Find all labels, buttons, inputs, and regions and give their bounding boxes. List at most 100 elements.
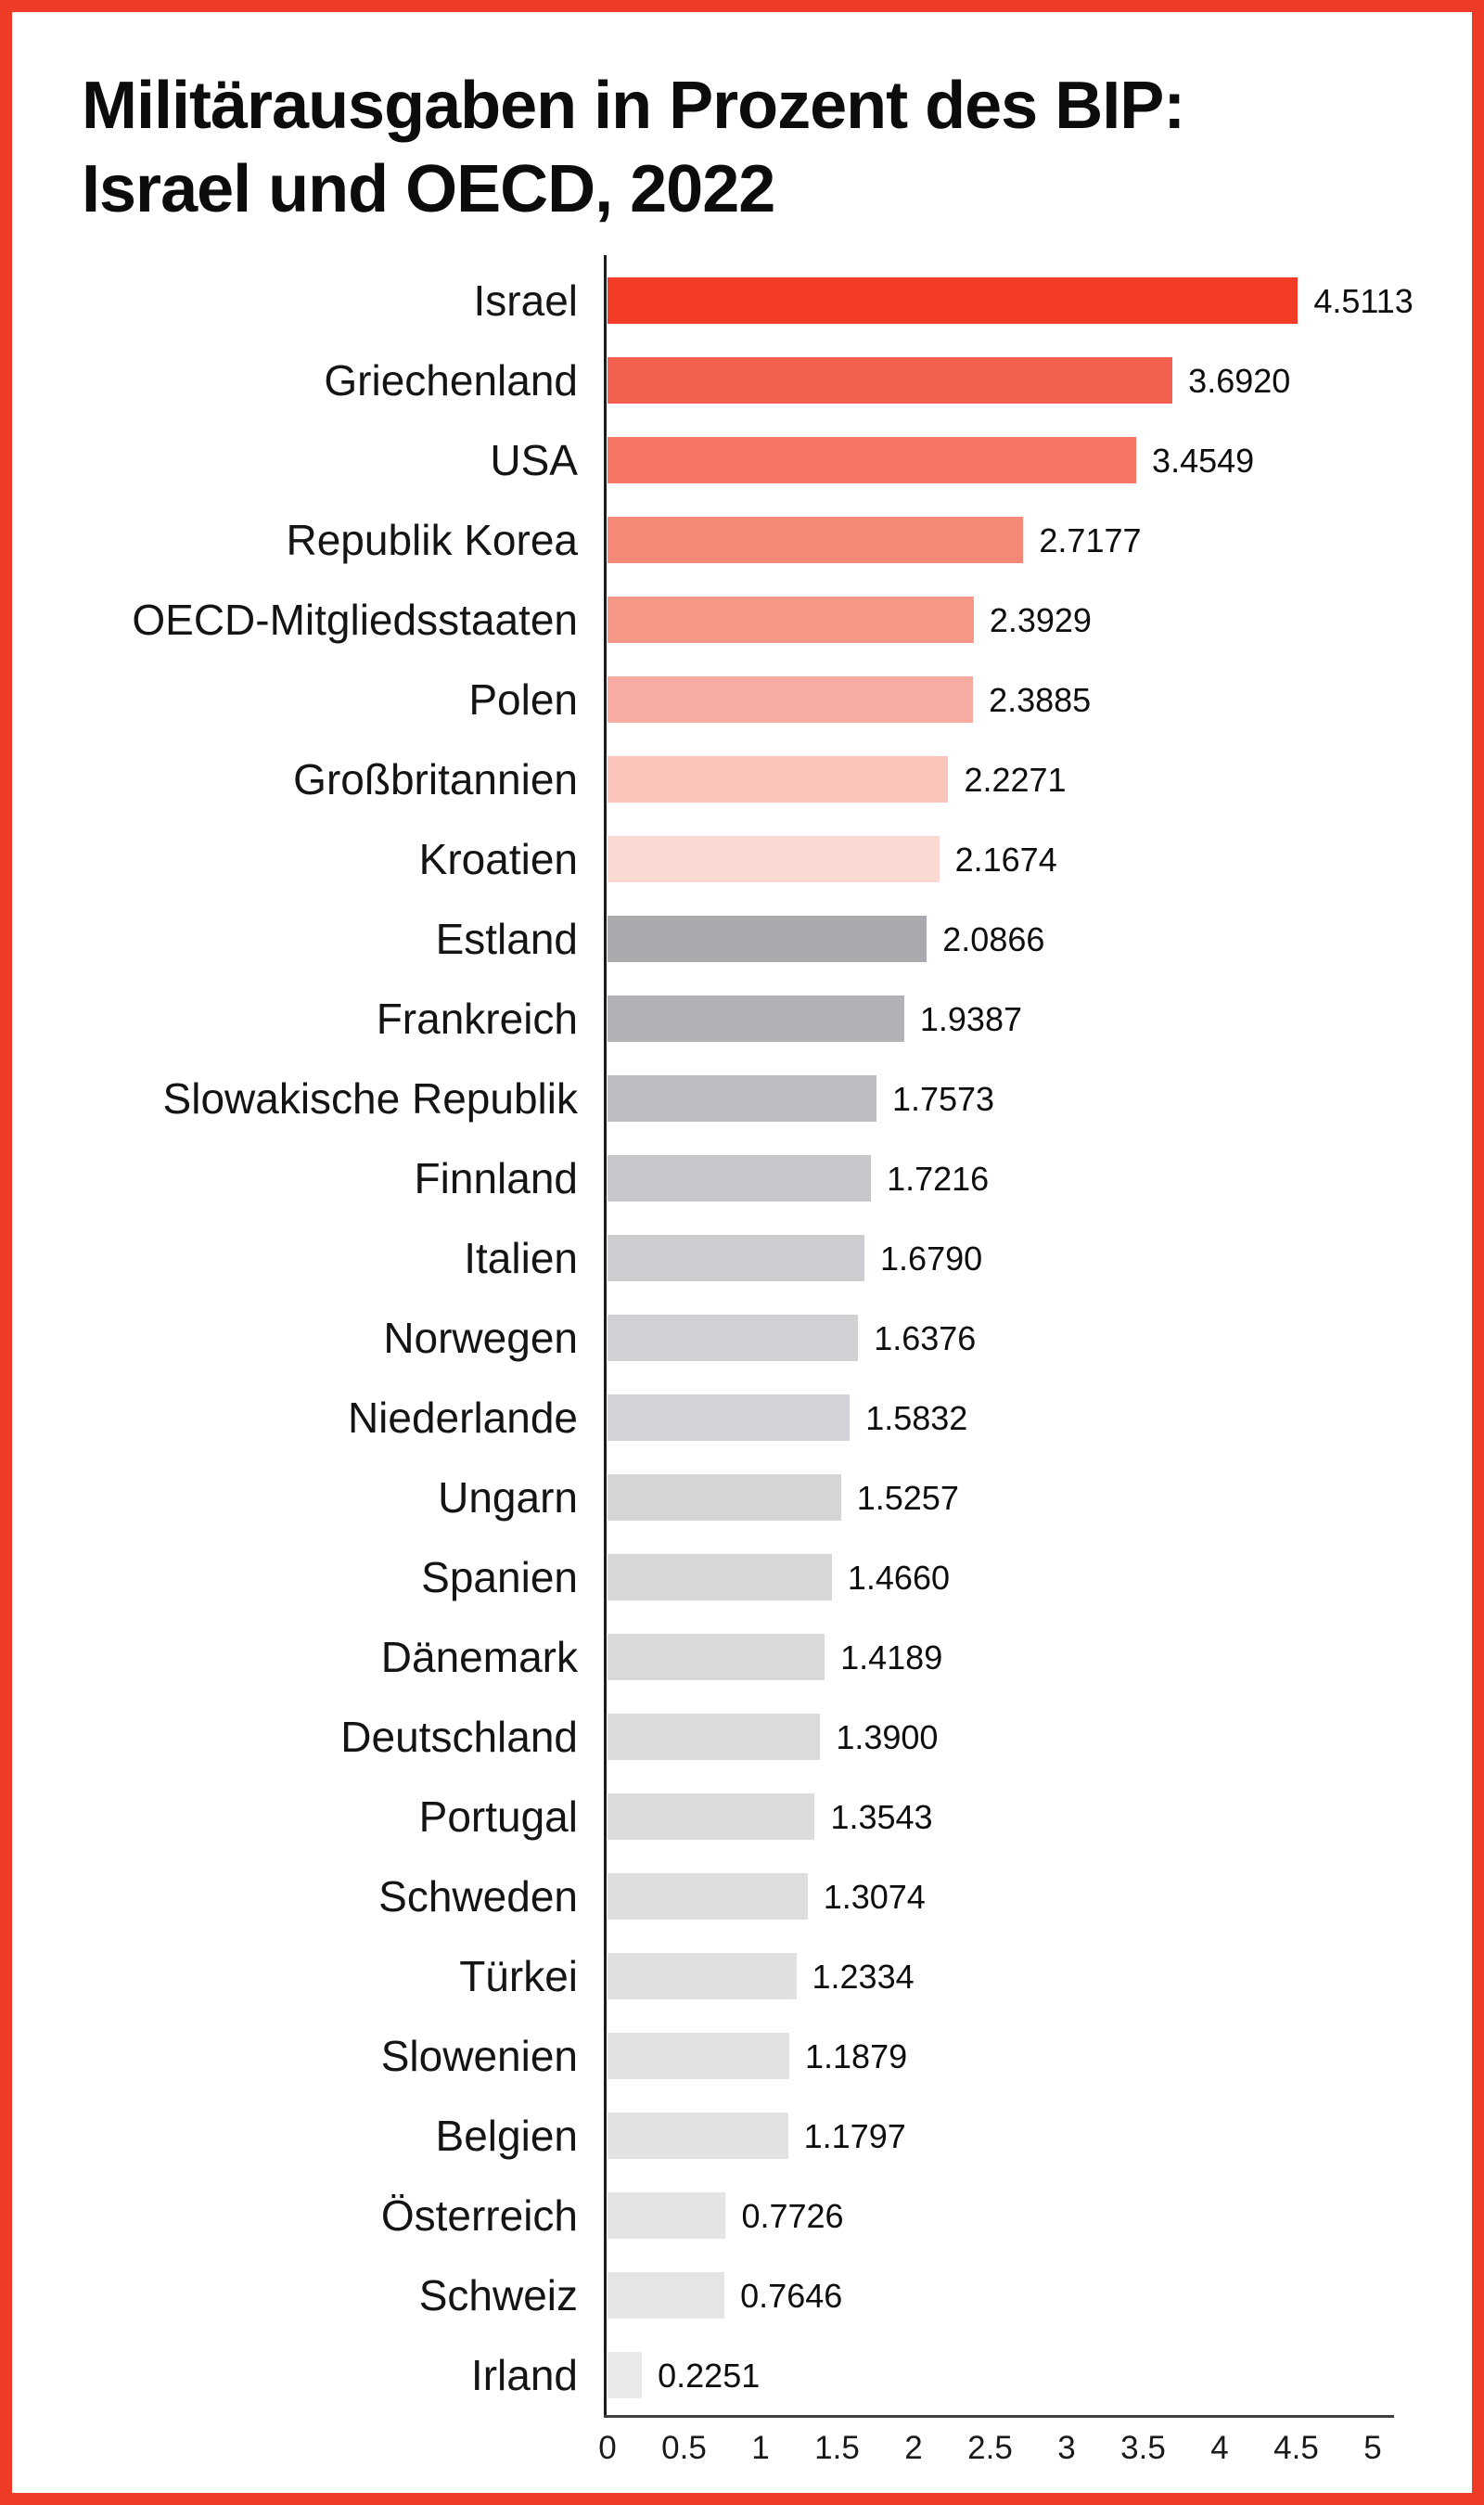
category-label: Niederlande [347,1394,578,1442]
category-label: Polen [468,675,578,724]
value-label: 1.7573 [891,1080,995,1118]
value-label: 1.6376 [874,1319,977,1357]
bar [608,597,974,643]
category-label: Belgien [435,2112,578,2160]
chart-row: Slowenien 1.1879 [12,2016,1472,2096]
bar [608,676,974,723]
chart-row: Türkei 1.2334 [12,1936,1472,2016]
bar [608,1554,832,1600]
category-label: Schweden [378,1872,578,1920]
category-label: Frankreich [376,995,578,1043]
value-label: 0.2251 [658,2357,761,2395]
category-label: Italien [464,1234,578,1282]
chart-row: Österreich 0.7726 [12,2176,1472,2255]
value-label: 1.2334 [812,1958,915,1996]
chart-row: Deutschland 1.3900 [12,1697,1472,1777]
bar [608,2033,789,2079]
value-label: 1.9387 [919,1000,1022,1038]
category-label: Deutschland [340,1713,578,1761]
value-label: 1.4189 [840,1638,943,1676]
chart-row: Griechenland 3.6920 [12,340,1472,420]
category-label: Türkei [459,1952,578,2000]
value-label: 2.1674 [954,841,1057,879]
value-label: 1.3543 [830,1798,933,1836]
bar [608,1075,876,1122]
bar [608,996,904,1042]
chart-row: Polen 2.3885 [12,660,1472,739]
bar [608,1793,815,1840]
x-axis-tick-label: 3.5 [1120,2430,1166,2466]
chart-row: Finnland 1.7216 [12,1138,1472,1218]
x-axis-tick-label: 3 [1057,2430,1076,2466]
category-label: Spanien [421,1553,578,1601]
chart-row: Slowakische Republik 1.7573 [12,1059,1472,1138]
bar [608,1235,865,1281]
bar [608,357,1173,404]
chart-row: Republik Korea 2.7177 [12,500,1472,580]
category-label: USA [490,436,578,484]
chart-title-line1: Militärausgaben in Prozent des BIP: [82,69,1185,143]
chart-title-line2: Israel und OECD, 2022 [82,152,775,226]
x-axis-tick-label: 0 [598,2430,617,2466]
x-axis-tick-label: 0.5 [661,2430,707,2466]
value-label: 1.5257 [856,1479,959,1517]
bar [608,2113,788,2159]
bar-rows: Israel 4.5113 Griechenland 3.6920 USA 3.4549 R… [12,261,1472,2415]
value-label: 2.7177 [1039,521,1142,559]
bar [608,2352,643,2398]
value-label: 3.4549 [1152,442,1255,480]
value-label: 2.2271 [964,761,1067,799]
value-label: 2.3885 [989,681,1092,719]
category-label: Estland [435,915,578,963]
bar [608,1394,851,1441]
value-label: 0.7726 [741,2197,844,2235]
chart-row: Kroatien 2.1674 [12,819,1472,899]
category-label: Kroatien [418,835,578,883]
bar [608,1714,821,1760]
value-label: 1.6790 [880,1240,983,1278]
value-label: 1.7216 [887,1160,990,1198]
chart-row: OECD-Mitgliedsstaaten 2.3929 [12,580,1472,660]
value-label: 4.5113 [1313,282,1414,320]
category-label: Ungarn [438,1473,578,1522]
x-axis-tick-label: 5 [1363,2430,1382,2466]
chart-row: Dänemark 1.4189 [12,1617,1472,1697]
category-label: Finnland [414,1154,578,1202]
chart-row: Estland 2.0866 [12,899,1472,979]
value-label: 1.1879 [805,2037,908,2075]
chart-row: Israel 4.5113 [12,261,1472,340]
bar [608,916,928,962]
category-label: Republik Korea [286,516,578,564]
category-label: Dänemark [380,1633,578,1681]
value-label: 1.5832 [865,1399,968,1437]
bar [608,517,1024,563]
value-label: 0.7646 [740,2277,843,2315]
category-label: Irland [470,2351,578,2399]
value-label: 1.1797 [803,2117,906,2155]
bar [608,2272,725,2319]
chart-row: Frankreich 1.9387 [12,979,1472,1059]
value-label: 1.3074 [823,1878,926,1916]
category-label: Österreich [380,2191,578,2240]
chart-row: Italien 1.6790 [12,1218,1472,1298]
category-label: Griechenland [324,356,578,405]
bar [608,836,940,882]
category-label: Norwegen [383,1314,578,1362]
x-axis-tick-label: 2 [904,2430,923,2466]
bar [608,2192,726,2239]
value-label: 2.3929 [989,601,1092,639]
chart-row: Norwegen 1.6376 [12,1298,1472,1378]
chart-row: Belgien 1.1797 [12,2096,1472,2176]
category-label: Slowakische Republik [162,1074,578,1123]
bar [608,1634,825,1680]
chart-row: Niederlande 1.5832 [12,1378,1472,1458]
category-label: Großbritannien [293,755,578,803]
x-axis-tick-label: 4 [1210,2430,1229,2466]
chart-row: Schweden 1.3074 [12,1856,1472,1936]
x-axis-tick-label: 4.5 [1273,2430,1319,2466]
x-axis-tick-label: 2.5 [967,2430,1013,2466]
bar [608,1953,797,1999]
x-axis-tick-label: 1 [751,2430,770,2466]
value-label: 1.4660 [847,1559,950,1597]
x-axis-line [604,2415,1394,2418]
